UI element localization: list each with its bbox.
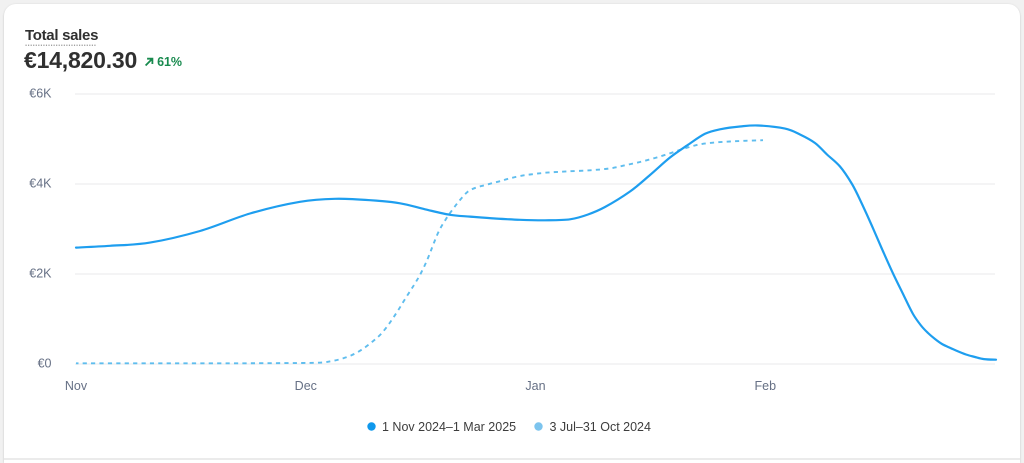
svg-text:€0: €0 (38, 356, 52, 370)
svg-text:Nov: Nov (65, 379, 88, 393)
svg-text:3 Jul–31 Oct 2024: 3 Jul–31 Oct 2024 (550, 420, 652, 434)
svg-text:1 Nov 2024–1 Mar 2025: 1 Nov 2024–1 Mar 2025 (382, 420, 516, 434)
svg-text:Jan: Jan (525, 379, 545, 393)
svg-text:Feb: Feb (755, 379, 777, 393)
svg-text:Dec: Dec (295, 379, 317, 393)
svg-text:€6K: €6K (29, 86, 52, 100)
svg-text:€2K: €2K (29, 266, 52, 280)
svg-text:€4K: €4K (29, 176, 52, 190)
